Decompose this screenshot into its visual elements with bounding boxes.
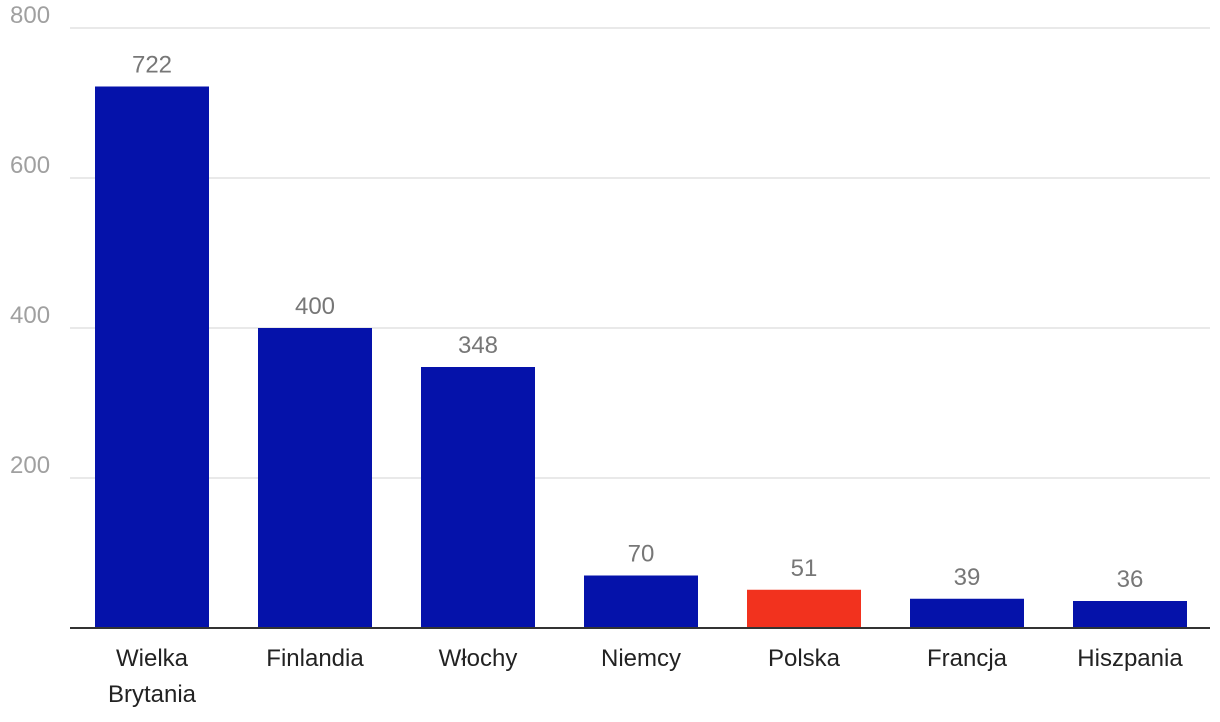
bar-wielka-brytania	[95, 86, 209, 628]
category-label-wlochy: Włochy	[439, 645, 518, 672]
bar-polska	[747, 589, 861, 628]
value-label-hiszpania: 36	[1117, 566, 1144, 593]
value-label-francja: 39	[954, 564, 981, 591]
category-label-finlandia: Finlandia	[266, 645, 364, 672]
value-label-niemcy: 70	[628, 541, 655, 568]
bar-niemcy	[584, 575, 698, 628]
category-label-wielka-brytania: Brytania	[108, 681, 197, 708]
y-axis-ticks: 200 400 600 800	[10, 2, 50, 479]
y-tick-label: 800	[10, 2, 50, 29]
category-labels-layer: Wielka Brytania Finlandia Włochy Niemcy Polsk…	[108, 645, 1183, 708]
bar-finlandia	[258, 328, 372, 628]
bars-layer	[95, 86, 1187, 628]
category-label-niemcy: Niemcy	[601, 645, 681, 672]
value-label-polska: 51	[791, 555, 818, 582]
category-label-hiszpania: Hiszpania	[1077, 645, 1183, 672]
value-label-wlochy: 348	[458, 332, 498, 359]
value-labels-layer: 722 400 348 70 51 39 36	[132, 52, 1143, 594]
value-label-wielka-brytania: 722	[132, 52, 172, 79]
category-label-wielka-brytania: Wielka	[116, 645, 189, 672]
y-tick-label: 400	[10, 302, 50, 329]
category-label-polska: Polska	[768, 645, 841, 672]
bar-francja	[910, 598, 1024, 628]
y-tick-label: 600	[10, 152, 50, 179]
category-label-francja: Francja	[927, 645, 1008, 672]
grid-layer	[70, 27, 1210, 479]
bar-wlochy	[421, 367, 535, 628]
bar-hiszpania	[1073, 601, 1187, 628]
y-tick-label: 200	[10, 452, 50, 479]
value-label-finlandia: 400	[295, 293, 335, 320]
